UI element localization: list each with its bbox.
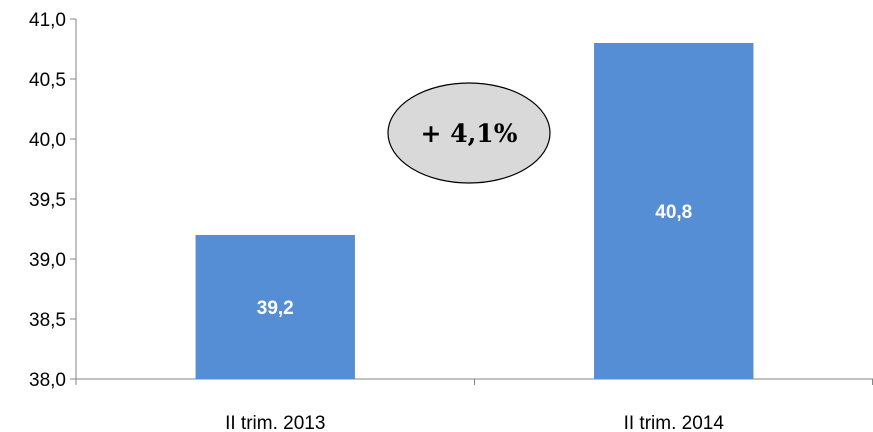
bar-value-label: 40,8 — [655, 202, 692, 223]
change-badge-ellipse — [387, 82, 551, 184]
change-badge-text: + 4,1% — [421, 119, 518, 148]
y-tick-label: 40,0 — [29, 130, 66, 151]
y-tick-label: 38,5 — [29, 310, 66, 331]
x-axis: II trim. 2013 II trim. 2014 — [75, 378, 873, 432]
y-axis: 38,0 38,5 39,0 39,5 40,0 40,5 41,0 — [29, 10, 77, 391]
bar — [594, 43, 754, 379]
y-tick-label: 38,0 — [29, 370, 66, 391]
change-annotation: + 4,1% — [387, 82, 551, 184]
x-category-label: II trim. 2014 — [624, 413, 725, 432]
bar-value-label: 39,2 — [257, 298, 294, 319]
bar — [195, 235, 355, 379]
y-tick-label: 39,0 — [29, 250, 66, 271]
y-tick-label: 39,5 — [29, 190, 66, 211]
x-category-label: II trim. 2013 — [225, 413, 325, 432]
y-tick-label: 41,0 — [29, 10, 66, 31]
y-tick-label: 40,5 — [29, 70, 66, 91]
bars: 39,2 40,8 — [195, 43, 754, 379]
